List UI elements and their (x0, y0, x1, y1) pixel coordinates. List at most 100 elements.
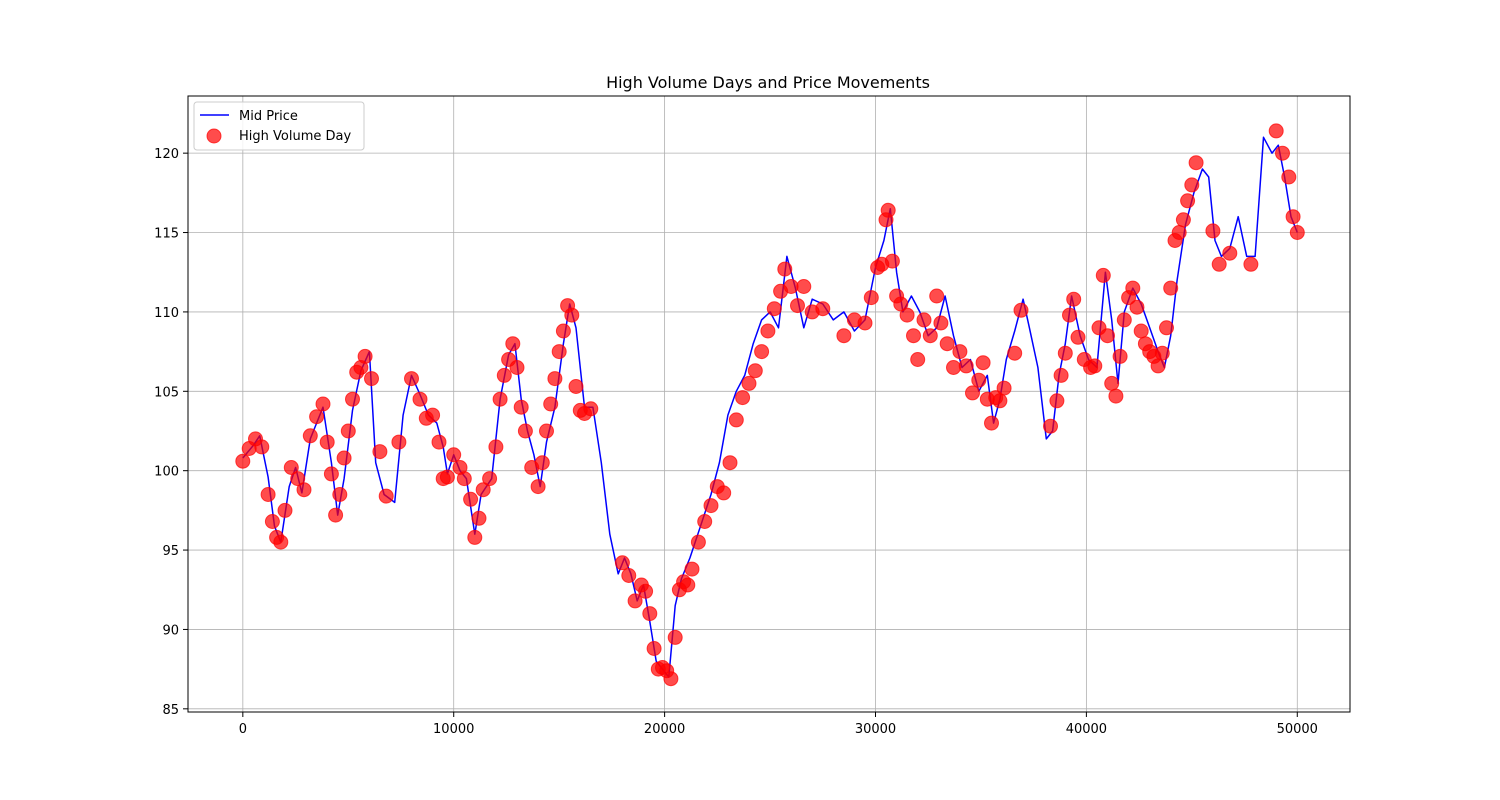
high-volume-point (391, 434, 407, 450)
plot-frame (187, 95, 1351, 713)
high-volume-point (482, 471, 498, 487)
y-tick-label: 120 (154, 147, 179, 162)
high-volume-point (703, 498, 719, 514)
high-volume-point (893, 296, 909, 312)
high-volume-point (530, 479, 546, 495)
high-volume-point (1184, 177, 1200, 193)
x-tick-label: 50000 (1277, 722, 1318, 737)
high-volume-point (309, 409, 325, 425)
high-volume-point (646, 641, 662, 656)
high-volume-point (290, 471, 306, 487)
high-volume-point (984, 415, 999, 431)
high-volume-point (910, 352, 926, 367)
high-volume-point (1066, 291, 1082, 307)
chart-title: High Volume Days and Price Movements (606, 73, 930, 92)
high-volume-point (899, 307, 915, 323)
high-volume-point (543, 396, 559, 412)
high-volume-point (302, 428, 318, 444)
high-volume-point (505, 336, 521, 352)
y-tick-label: 100 (154, 465, 179, 480)
high-volume-point (760, 323, 776, 339)
high-volume-point (783, 279, 799, 294)
y-tick-label: 90 (162, 623, 179, 638)
high-volume-point (254, 439, 270, 455)
high-volume-point (513, 399, 529, 415)
high-volume-point (975, 355, 991, 371)
y-tick-label: 105 (154, 385, 179, 400)
high-volume-point (1171, 225, 1187, 240)
high-volume-point (1163, 280, 1179, 296)
high-volume-point (621, 568, 637, 583)
plot-area (235, 123, 1305, 687)
high-volume-point (952, 344, 968, 360)
high-volume-point (777, 261, 793, 277)
high-volume-point (1112, 348, 1128, 364)
high-volume-point (929, 288, 945, 304)
x-tick-label: 20000 (644, 722, 685, 737)
high-volume-point (1100, 328, 1115, 344)
high-volume-point (404, 371, 419, 387)
high-volume-point (296, 482, 312, 498)
high-volume-point (906, 328, 921, 344)
high-volume-point (1243, 256, 1259, 272)
high-volume-point (1129, 299, 1145, 315)
legend-box (193, 101, 365, 151)
high-volume-point (235, 453, 251, 469)
high-volume-point (471, 510, 487, 526)
high-volume-point (836, 328, 852, 344)
high-volume-point (323, 466, 339, 482)
high-volume-point (690, 534, 706, 550)
high-volume-point (439, 469, 455, 485)
high-volume-point (277, 502, 293, 518)
high-volume-point (965, 385, 980, 401)
high-volume-point (1095, 267, 1111, 283)
high-volume-point (534, 455, 550, 471)
high-volume-point (1087, 358, 1103, 374)
high-volume-point (680, 577, 696, 593)
high-volume-point (378, 488, 394, 504)
high-volume-point (568, 379, 584, 394)
high-volume-point (1043, 418, 1058, 434)
x-tick-label: 0 (239, 722, 247, 737)
high-volume-point (372, 444, 388, 460)
high-volume-point (790, 298, 805, 314)
high-volume-point (336, 450, 352, 466)
high-volume-point (315, 396, 331, 412)
high-volume-point (863, 290, 879, 306)
high-volume-point (992, 393, 1008, 409)
high-volume-point (1150, 358, 1166, 374)
high-volume-point (796, 279, 812, 294)
high-volume-point (551, 344, 567, 360)
axes: 0 10000 20000 30000 40000 50000 85 90 95 100 105 11… (154, 95, 1351, 737)
high-volume-point (492, 391, 508, 407)
high-volume-point (684, 561, 700, 577)
high-volume-point (1175, 212, 1191, 228)
high-volume-point (1062, 307, 1077, 323)
legend-label-mid-price: Mid Price (239, 109, 298, 124)
high-volume-point (884, 253, 900, 269)
high-volume-point (475, 482, 491, 498)
high-volume-point (328, 507, 344, 523)
high-volume-point (614, 555, 630, 571)
high-volume-point (1007, 345, 1023, 361)
y-tick-label: 110 (154, 306, 179, 321)
high-volume-point (1159, 320, 1174, 336)
grid-lines (188, 96, 1350, 712)
y-tick-label: 115 (154, 227, 179, 242)
high-volume-point (273, 534, 289, 550)
high-volume-point (1211, 256, 1227, 272)
high-volume-point (539, 423, 554, 439)
high-volume-point (735, 390, 751, 406)
high-volume-point (1154, 345, 1170, 361)
high-volume-point (564, 307, 580, 323)
high-volume-point (1275, 145, 1290, 161)
high-volume-point (1188, 155, 1204, 171)
high-volume-point (283, 460, 299, 475)
high-volume-point (939, 336, 955, 352)
high-volume-point (1289, 225, 1305, 240)
y-tick-label: 95 (162, 544, 179, 559)
high-volume-point (345, 391, 360, 407)
high-volume-point (509, 360, 525, 375)
high-volume-point (880, 202, 896, 218)
high-volume-point (638, 583, 654, 599)
